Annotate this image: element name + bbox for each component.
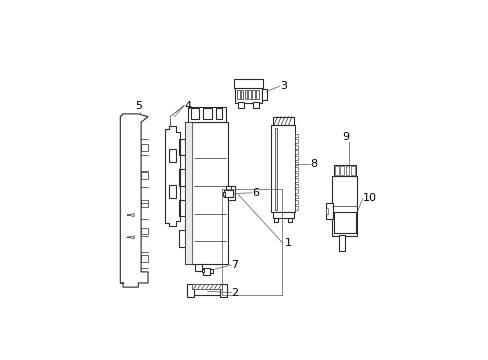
- Bar: [334, 166, 338, 175]
- Text: 6: 6: [251, 188, 259, 198]
- Bar: [253, 102, 259, 108]
- Bar: [271, 125, 294, 212]
- Text: 4: 4: [183, 100, 191, 111]
- Bar: [294, 189, 298, 193]
- Bar: [325, 203, 332, 219]
- Bar: [294, 201, 298, 204]
- Bar: [141, 172, 148, 179]
- Bar: [185, 122, 192, 264]
- Text: 1: 1: [285, 238, 292, 248]
- Bar: [224, 190, 232, 197]
- Bar: [238, 102, 243, 108]
- Bar: [256, 90, 259, 99]
- Bar: [141, 200, 148, 207]
- Bar: [274, 217, 278, 222]
- Bar: [228, 186, 235, 200]
- Bar: [178, 230, 185, 247]
- Polygon shape: [127, 214, 134, 216]
- Bar: [210, 269, 212, 273]
- Bar: [294, 156, 298, 159]
- Bar: [225, 186, 231, 190]
- Bar: [244, 90, 247, 99]
- Bar: [274, 128, 276, 210]
- Bar: [294, 206, 298, 210]
- Bar: [178, 200, 185, 216]
- Bar: [168, 185, 175, 198]
- Bar: [141, 144, 148, 151]
- Polygon shape: [120, 114, 148, 287]
- Bar: [272, 212, 293, 218]
- Bar: [294, 178, 298, 182]
- Bar: [248, 90, 251, 99]
- Text: 3: 3: [279, 81, 286, 91]
- Text: 2: 2: [231, 288, 238, 298]
- Bar: [294, 145, 298, 149]
- Polygon shape: [164, 126, 180, 226]
- Bar: [191, 108, 199, 120]
- Bar: [294, 150, 298, 154]
- Bar: [340, 166, 344, 175]
- Text: 10: 10: [362, 193, 376, 203]
- Bar: [235, 86, 261, 103]
- Bar: [332, 176, 357, 236]
- Text: 8: 8: [309, 159, 317, 169]
- Bar: [294, 184, 298, 187]
- Bar: [272, 117, 293, 125]
- Bar: [188, 107, 225, 122]
- Bar: [141, 255, 148, 262]
- Bar: [333, 165, 355, 176]
- Bar: [287, 217, 292, 222]
- Bar: [339, 235, 344, 251]
- Bar: [178, 169, 185, 186]
- Bar: [202, 269, 204, 272]
- Polygon shape: [127, 236, 134, 239]
- Bar: [252, 90, 255, 99]
- Bar: [168, 149, 175, 162]
- Bar: [203, 108, 211, 120]
- Text: 9: 9: [342, 132, 349, 141]
- Bar: [294, 173, 298, 176]
- Bar: [203, 268, 210, 275]
- Bar: [186, 284, 193, 297]
- Bar: [294, 134, 298, 138]
- Bar: [294, 139, 298, 143]
- Bar: [223, 192, 224, 195]
- Bar: [294, 195, 298, 198]
- Bar: [195, 264, 202, 270]
- Bar: [350, 166, 354, 175]
- Bar: [141, 228, 148, 234]
- Bar: [333, 212, 355, 233]
- Bar: [216, 108, 221, 120]
- Polygon shape: [120, 114, 148, 287]
- Bar: [220, 284, 226, 297]
- Bar: [294, 167, 298, 171]
- Bar: [240, 90, 243, 99]
- Bar: [192, 284, 221, 288]
- Bar: [236, 90, 239, 99]
- Bar: [178, 139, 185, 156]
- Text: 7: 7: [231, 260, 238, 270]
- Bar: [186, 286, 226, 296]
- Bar: [345, 166, 348, 175]
- Text: 5: 5: [135, 101, 142, 111]
- Bar: [325, 208, 327, 214]
- Bar: [261, 89, 267, 100]
- Bar: [294, 162, 298, 165]
- Bar: [233, 79, 263, 87]
- Bar: [185, 122, 228, 264]
